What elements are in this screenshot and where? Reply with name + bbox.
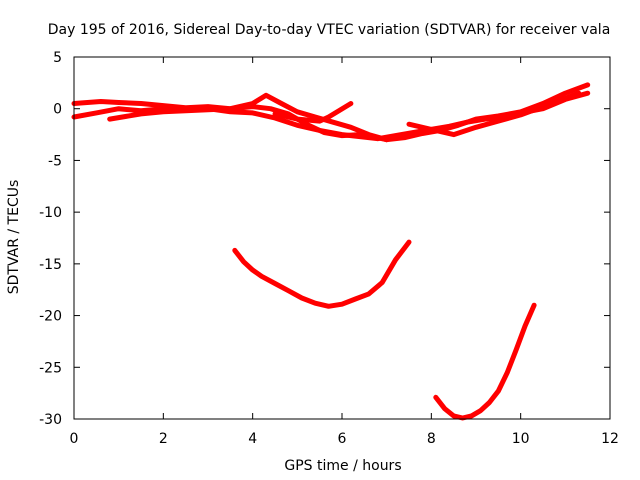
y-tick-label: -20 <box>39 309 62 325</box>
y-tick-label: -30 <box>39 412 62 428</box>
x-tick-label: 12 <box>601 431 619 447</box>
y-tick-label: -15 <box>39 257 62 273</box>
x-tick-label: 2 <box>159 431 168 447</box>
plot-area: 0 2 4 6 8 10 12 -30 -25 -20 -15 -10 -5 0 5 <box>39 50 619 447</box>
series-line-3 <box>107 104 390 143</box>
x-axis-label: GPS time / hours <box>284 458 401 474</box>
x-tick-label: 10 <box>512 431 530 447</box>
x-tick-label: 4 <box>248 431 257 447</box>
series-line-7 <box>433 302 537 421</box>
y-axis-label: SDTVAR / TECUs <box>6 180 22 295</box>
x-tick-label: 8 <box>427 431 436 447</box>
chart-title: Day 195 of 2016, Sidereal Day-to-day VTE… <box>48 22 611 38</box>
y-tick-label: 5 <box>53 50 62 66</box>
y-tick-label: -10 <box>39 205 62 221</box>
series-line-6 <box>232 239 412 309</box>
series-line-5 <box>406 90 582 138</box>
series-line-4 <box>272 101 354 124</box>
y-tick-label: -25 <box>39 360 62 376</box>
y-tick-label: 0 <box>53 102 62 118</box>
x-tick-label: 6 <box>338 431 347 447</box>
y-tick-label: -5 <box>48 153 62 169</box>
x-tick-label: 0 <box>70 431 79 447</box>
